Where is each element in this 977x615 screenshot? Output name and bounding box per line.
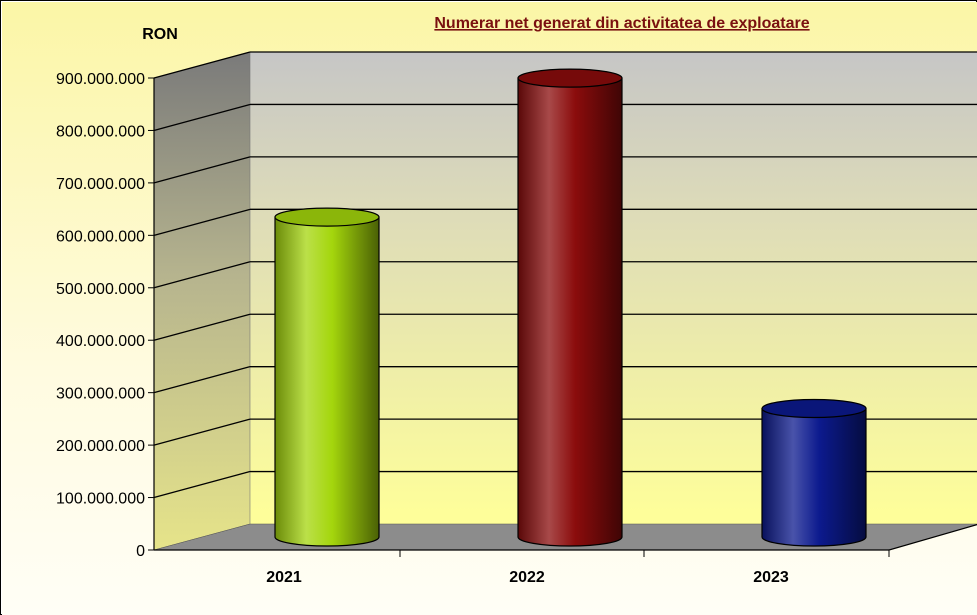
y-tick-label: 100.000.000 [56,491,145,508]
gridline-side [153,103,251,132]
bar-top-2023 [761,398,867,419]
gridline-side [153,366,251,394]
y-tick-label: 700.000.000 [56,176,145,193]
x-tick-label: 2021 [266,569,302,586]
bar-2023 [761,407,867,547]
y-tick-label: 900.000.000 [56,71,145,88]
x-axis-labels: 2021 2022 2023 [266,550,890,586]
bar-top-2022 [517,68,623,88]
gridline-side [153,418,251,446]
gridline-side [153,208,251,236]
x-tick-label: 2022 [509,569,545,586]
gridline-side [153,313,251,341]
x-tick-label: 2023 [753,569,789,586]
bar-2021 [274,216,380,547]
gridline-side [153,261,251,289]
bar-2022 [517,77,623,547]
gridline-side [153,51,251,79]
y-tick-label: 200.000.000 [56,438,145,455]
gridline-side [153,156,251,184]
gridline-side [153,470,251,499]
bar-top-2021 [274,207,380,227]
y-tick-label: 600.000.000 [56,228,145,245]
bars [274,68,867,547]
y-axis-ticks: 0 100.000.000 200.000.000 300.000.000 400.00… [56,71,154,560]
y-axis-label: RON [142,26,178,43]
floor-edge-line [888,523,977,551]
y-tick-label: 0 [136,543,145,560]
y-tick-label: 800.000.000 [56,123,145,140]
y-tick-label: 400.000.000 [56,333,145,350]
chart-title: Numerar net generat din activitatea de e… [434,15,809,32]
y-tick-label: 300.000.000 [56,386,145,403]
y-tick-label: 500.000.000 [56,281,145,298]
